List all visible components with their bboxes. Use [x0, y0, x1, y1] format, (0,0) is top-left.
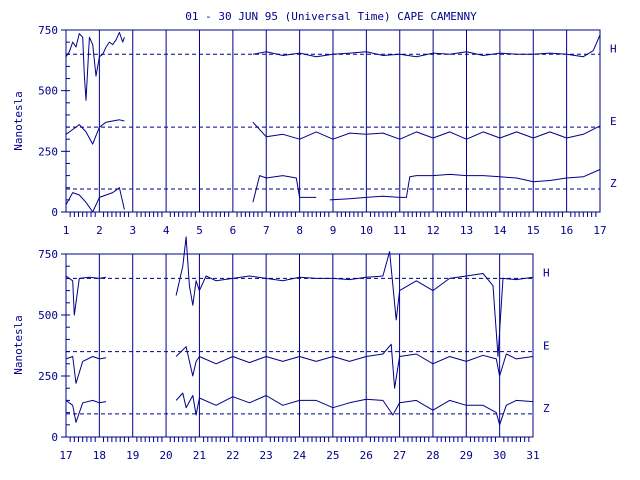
x-tick-label: 29 — [460, 449, 473, 462]
x-tick-label: 20 — [159, 449, 172, 462]
trace-e — [65, 356, 107, 384]
y-axis-label: Nanotesla — [12, 315, 25, 375]
x-tick-label: 12 — [427, 224, 440, 237]
x-tick-label: 17 — [593, 224, 606, 237]
x-tick-label: 22 — [226, 449, 239, 462]
x-tick-label: 19 — [126, 449, 139, 462]
x-tick-label: 1 — [63, 224, 70, 237]
trace-e — [65, 119, 125, 145]
component-label-z: Z — [610, 177, 617, 190]
trace-z — [65, 187, 125, 213]
x-tick-label: 18 — [93, 449, 106, 462]
x-tick-label: 17 — [59, 449, 72, 462]
x-tick-label: 11 — [393, 224, 406, 237]
x-tick-label: 9 — [330, 224, 337, 237]
x-tick-label: 10 — [360, 224, 373, 237]
trace-e — [252, 121, 601, 140]
bottom-panel: 17 18 19 20 21 22 23 24 25 26 27 28 29 30 31 0 250 500 750… — [12, 236, 550, 462]
chart-title: 01 - 30 JUN 95 (Universal Time) CAPE CAM… — [185, 10, 477, 23]
trace-h — [65, 31, 125, 101]
x-tick-label: 15 — [527, 224, 540, 237]
x-tick-label: 23 — [260, 449, 273, 462]
component-label-h: H — [610, 42, 617, 55]
y-tick-label: 750 — [38, 248, 58, 261]
y-tick-label: 0 — [51, 431, 58, 444]
x-tick-label: 7 — [263, 224, 270, 237]
trace-h — [65, 275, 107, 316]
x-tick-label: 21 — [193, 449, 206, 462]
x-tick-label: 2 — [96, 224, 103, 237]
component-label-z: Z — [543, 402, 550, 415]
x-tick-label: 4 — [163, 224, 170, 237]
trace-z — [175, 392, 534, 426]
x-tick-label: 8 — [296, 224, 303, 237]
y-tick-label: 250 — [38, 370, 58, 383]
x-tick-label: 25 — [326, 449, 339, 462]
x-tick-label: 3 — [129, 224, 136, 237]
y-axis-label: Nanotesla — [12, 91, 25, 151]
x-tick-label: 24 — [293, 449, 307, 462]
y-tick-label: 500 — [38, 85, 58, 98]
x-tick-label: 27 — [393, 449, 406, 462]
y-tick-label: 750 — [38, 24, 58, 37]
x-tick-label: 16 — [560, 224, 573, 237]
x-tick-label: 5 — [196, 224, 203, 237]
component-label-e: E — [610, 115, 617, 128]
trace-h — [252, 34, 601, 58]
trace-z — [252, 175, 317, 203]
top-panel: 1 2 3 4 5 6 7 8 9 10 11 12 13 14 15 16 170250500750Nanot… — [12, 24, 617, 237]
x-tick-label: 31 — [526, 449, 539, 462]
x-tick-label: 6 — [230, 224, 237, 237]
y-tick-label: 250 — [38, 145, 58, 158]
y-tick-label: 0 — [51, 206, 58, 219]
x-tick-label: 13 — [460, 224, 473, 237]
trace-z — [65, 399, 107, 423]
trace-z — [329, 169, 601, 201]
trace-e — [175, 343, 534, 389]
x-tick-label: 28 — [426, 449, 439, 462]
trace-h — [175, 236, 534, 357]
x-tick-label: 26 — [360, 449, 373, 462]
component-label-e: E — [543, 340, 550, 353]
x-tick-label: 14 — [493, 224, 507, 237]
component-label-h: H — [543, 266, 550, 279]
y-tick-label: 500 — [38, 309, 58, 322]
x-tick-label: 30 — [493, 449, 506, 462]
